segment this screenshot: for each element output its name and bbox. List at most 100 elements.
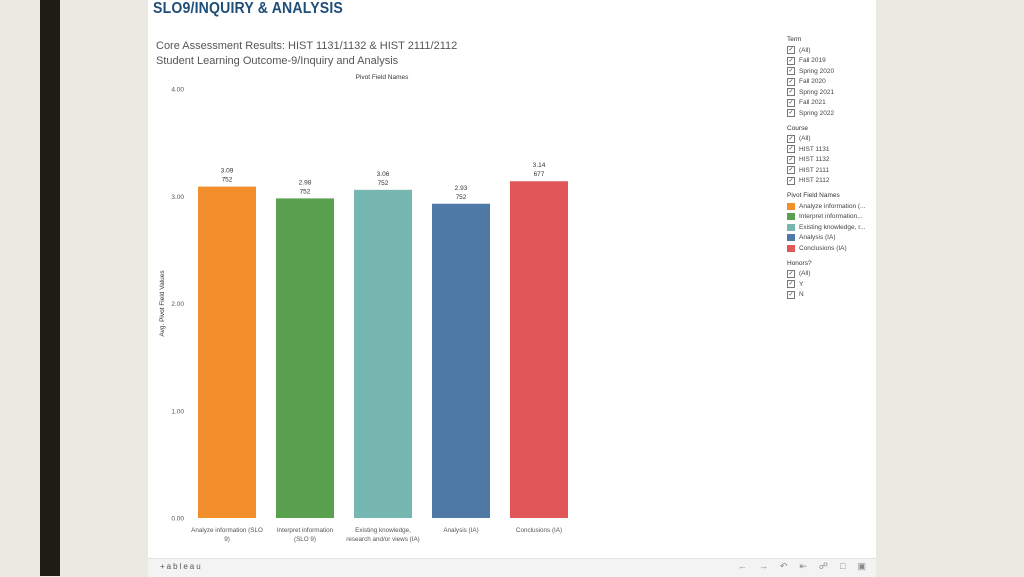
bar-2 — [276, 198, 334, 518]
course-filter: Course ✓ (All) ✓ HIST 1131 ✓ HIST 1132 ✓ HIST 2… — [787, 125, 877, 187]
share-icon[interactable]: ☍ — [818, 561, 829, 571]
filter-option[interactable]: ✓ (All) — [787, 269, 877, 280]
option-label: Spring 2022 — [799, 109, 835, 117]
filter-option[interactable]: ✓ HIST 1131 — [787, 144, 877, 155]
legend-swatch — [787, 244, 795, 252]
filter-option[interactable]: ✓ HIST 2111 — [787, 165, 877, 176]
legend-item[interactable]: Conclusions (IA) — [787, 243, 877, 254]
legend-swatch — [787, 213, 795, 221]
y-tick-label: 0.00 — [171, 516, 184, 523]
option-label: Conclusions (IA) — [799, 244, 847, 252]
bar-3 — [354, 189, 412, 518]
bar-5 — [510, 181, 568, 519]
checkbox-icon[interactable]: ✓ — [787, 98, 795, 107]
option-label: HIST 2112 — [799, 177, 830, 185]
option-label: HIST 1132 — [799, 156, 830, 164]
filter-option[interactable]: ✓ N — [787, 290, 877, 301]
legend-swatch — [787, 202, 795, 210]
chart-title: Core Assessment Results: HIST 1131/1132 … — [156, 40, 458, 52]
option-label: Interpret information... — [799, 213, 863, 221]
legend-item[interactable]: Analysis (IA) — [787, 233, 877, 244]
filter-option[interactable]: ✓ HIST 2112 — [787, 176, 877, 187]
checkbox-icon[interactable]: ✓ — [787, 109, 795, 118]
option-label: Fall 2019 — [799, 57, 826, 65]
checkbox-icon[interactable]: ✓ — [787, 77, 795, 86]
x-tick-label: Existing knowledge, — [355, 527, 411, 534]
filter-option[interactable]: ✓ Y — [787, 279, 877, 290]
x-tick-label: 9) — [224, 536, 230, 543]
slide-title: SLO9/INQUIRY & ANALYSIS — [153, 0, 343, 17]
checkbox-icon[interactable]: ✓ — [787, 88, 795, 97]
legend-swatch — [787, 223, 795, 231]
bar-chart: Avg. Pivot Field Values 0.00 1.00 2.00 3.00 4… — [159, 87, 568, 543]
x-tick-label: research and/or views (IA) — [346, 536, 420, 543]
checkbox-icon[interactable]: ✓ — [787, 269, 795, 278]
checkbox-icon[interactable]: ✓ — [787, 155, 795, 164]
legend-swatch — [787, 234, 795, 242]
option-label: Analyze information (... — [799, 202, 866, 210]
color-legend: Pivot Field Names Analyze information (.… — [787, 192, 877, 254]
filter-option[interactable]: ✓ Spring 2022 — [787, 108, 877, 119]
option-label: Y — [799, 280, 804, 288]
option-label: N — [799, 291, 804, 299]
value-label: 3.06 — [377, 171, 390, 178]
tableau-toolbar: +ableau ← → ↶ ⇤ ☍ □ ▣ — [148, 558, 876, 577]
value-label: 2.93 — [455, 185, 468, 192]
honors-filter-title: Honors? — [787, 259, 812, 267]
option-label: HIST 2111 — [799, 166, 829, 174]
filter-option[interactable]: ✓ (All) — [787, 134, 877, 145]
x-tick-label: Conclusions (IA) — [516, 527, 562, 534]
option-label: Spring 2020 — [799, 67, 835, 75]
filter-option[interactable]: ✓ Fall 2020 — [787, 77, 877, 88]
undo-icon[interactable]: ← — [737, 561, 747, 571]
redo-icon[interactable]: → — [758, 561, 768, 571]
option-label: (All) — [799, 46, 811, 54]
legend-item[interactable]: Existing knowledge, r... — [787, 222, 877, 233]
filter-option[interactable]: ✓ Fall 2021 — [787, 98, 877, 109]
column-header: Pivot Field Names — [355, 74, 409, 81]
value-label: 3.14 — [533, 162, 546, 169]
filter-option[interactable]: ✓ Spring 2021 — [787, 87, 877, 98]
checkbox-icon[interactable]: ✓ — [787, 46, 795, 55]
reset-icon[interactable]: ⇤ — [799, 561, 807, 571]
checkbox-icon[interactable]: ✓ — [787, 176, 795, 185]
option-label: Fall 2020 — [799, 78, 826, 86]
x-tick-label: Interpret information — [277, 527, 334, 534]
filter-option[interactable]: ✓ HIST 1132 — [787, 155, 877, 166]
revert-icon[interactable]: ↶ — [779, 561, 788, 571]
term-filter-title: Term — [787, 36, 802, 43]
fullscreen-icon[interactable]: ▣ — [857, 561, 866, 571]
checkbox-icon[interactable]: ✓ — [787, 145, 795, 154]
checkbox-icon[interactable]: ✓ — [787, 134, 795, 143]
option-label: Spring 2021 — [799, 88, 835, 96]
value-label: 2.98 — [299, 179, 312, 186]
checkbox-icon[interactable]: ✓ — [787, 290, 795, 299]
term-filter: Term ✓ (All) ✓ Fall 2019 ✓ Spring 2020 ✓ Fall 2… — [787, 36, 877, 119]
tableau-logo[interactable]: +ableau — [160, 562, 203, 571]
legend-item[interactable]: Interpret information... — [787, 212, 877, 223]
filter-option[interactable]: ✓ (All) — [787, 45, 877, 56]
bar-4 — [432, 203, 490, 518]
option-label: Fall 2021 — [799, 99, 826, 107]
y-tick-label: 3.00 — [171, 194, 184, 201]
y-tick-label: 4.00 — [171, 87, 184, 94]
count-label: 752 — [300, 188, 311, 195]
legend-item[interactable]: Analyze information (... — [787, 201, 877, 212]
y-tick-label: 1.00 — [171, 408, 184, 415]
x-tick-label: Analyze information (SLO — [191, 527, 263, 534]
filter-sidebar: Term ✓ (All) ✓ Fall 2019 ✓ Spring 2020 ✓ Fall 2… — [787, 36, 877, 306]
comment-icon[interactable]: □ — [840, 561, 846, 571]
bar-1 — [198, 186, 256, 518]
count-label: 752 — [456, 194, 467, 201]
checkbox-icon[interactable]: ✓ — [787, 280, 795, 289]
checkbox-icon[interactable]: ✓ — [787, 67, 795, 76]
option-label: Existing knowledge, r... — [799, 223, 866, 231]
filter-option[interactable]: ✓ Fall 2019 — [787, 56, 877, 67]
honors-filter: Honors? ✓ (All) ✓ Y ✓ N — [787, 260, 877, 301]
count-label: 677 — [534, 171, 545, 178]
checkbox-icon[interactable]: ✓ — [787, 56, 795, 65]
count-label: 752 — [378, 180, 389, 187]
checkbox-icon[interactable]: ✓ — [787, 166, 795, 175]
course-filter-title: Course — [787, 124, 808, 132]
filter-option[interactable]: ✓ Spring 2020 — [787, 66, 877, 77]
